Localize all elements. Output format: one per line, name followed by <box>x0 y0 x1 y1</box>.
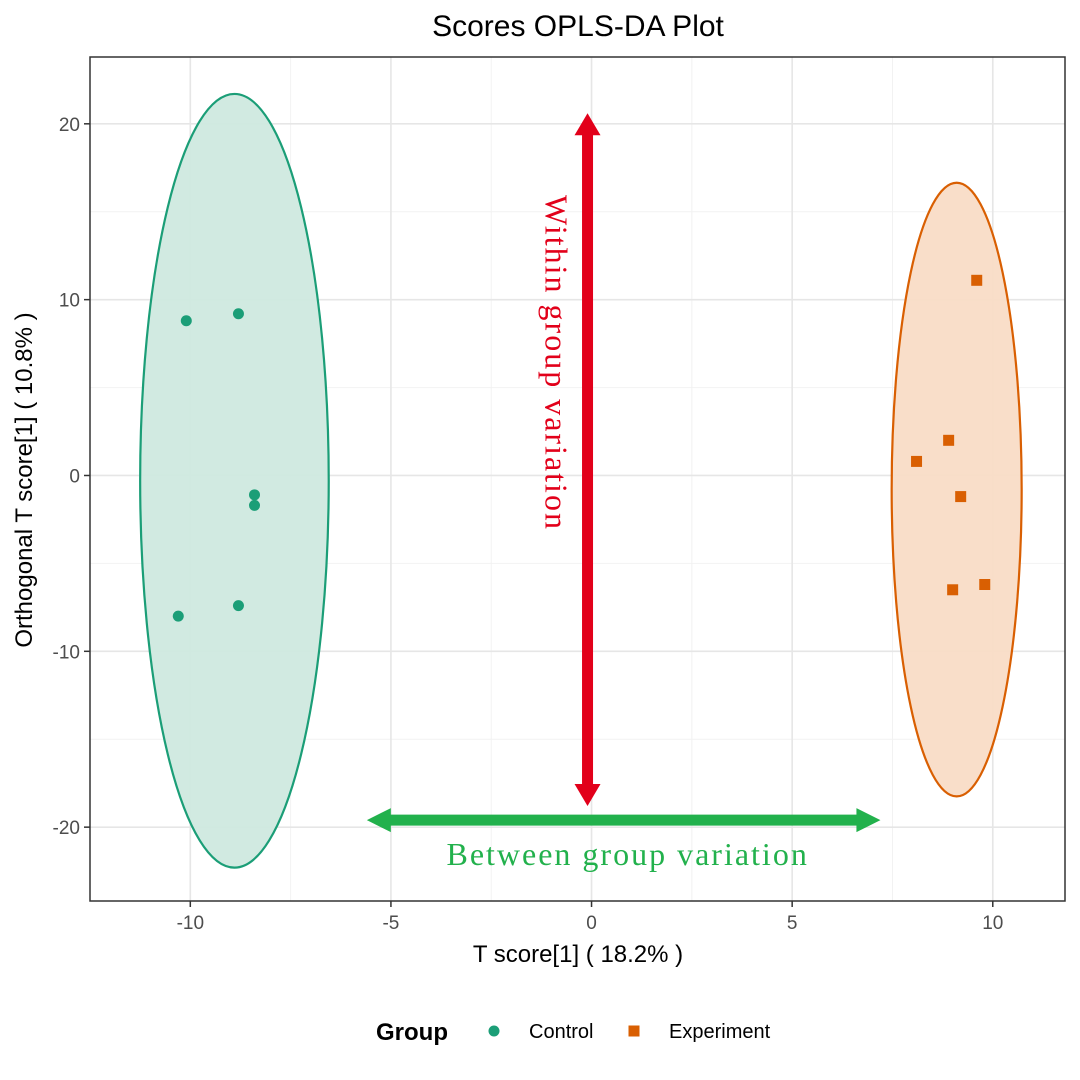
annotation-between: Between group variation <box>366 808 881 872</box>
data-point-control <box>249 489 261 501</box>
within-group-label: Within group variation <box>539 195 575 531</box>
within-arrow-head-top <box>574 113 601 136</box>
y-tick-label: -20 <box>53 818 80 839</box>
data-point-control <box>249 499 261 511</box>
confidence-ellipse-control <box>139 92 330 869</box>
data-point-control <box>232 600 244 612</box>
x-tick-label: -10 <box>177 913 204 934</box>
between-group-label: Between group variation <box>446 836 808 872</box>
y-axis-title: Orthogonal T score[1] ( 10.8% ) <box>11 312 38 647</box>
confidence-ellipse-experiment <box>890 181 1023 798</box>
confidence-ellipses <box>139 92 1023 869</box>
x-tick-label: 10 <box>982 913 1003 934</box>
x-tick-label: -5 <box>382 913 399 934</box>
between-arrow-shaft <box>389 814 858 826</box>
x-axis-title: T score[1] ( 18.2% ) <box>473 941 683 968</box>
data-point-experiment <box>943 434 955 446</box>
plot-panel-border <box>89 56 1066 902</box>
data-point-experiment <box>955 491 967 503</box>
y-tick-label: 0 <box>69 466 80 487</box>
x-tick-label: 0 <box>586 913 597 934</box>
y-tick-label: 20 <box>59 115 80 136</box>
axis-ticks: -10 -5 0 5 10 -20 -10 0 10 20 <box>53 115 1004 934</box>
data-point-experiment <box>911 455 923 467</box>
legend-label-experiment: Experiment <box>669 1021 771 1043</box>
x-tick-label: 5 <box>787 913 798 934</box>
legend-key-control <box>488 1025 500 1037</box>
legend: Group Control Experiment <box>376 1019 771 1046</box>
variation-annotations: Within group variation Between group vari… <box>366 113 881 872</box>
data-points <box>172 274 991 622</box>
data-point-experiment <box>971 274 983 286</box>
annotation-within: Within group variation <box>539 113 601 807</box>
y-tick-label: 10 <box>59 291 80 312</box>
data-point-experiment <box>979 579 991 590</box>
data-point-control <box>180 315 192 327</box>
legend-title: Group <box>376 1019 448 1046</box>
data-point-control <box>172 610 184 622</box>
data-point-experiment <box>947 584 959 596</box>
between-arrow-head-right <box>856 808 881 833</box>
within-arrow-shaft <box>582 134 594 786</box>
between-arrow-head-left <box>366 808 391 833</box>
y-tick-label: -10 <box>53 642 80 663</box>
data-point-control <box>232 308 244 320</box>
within-arrow-head-bottom <box>574 784 601 807</box>
legend-key-experiment <box>628 1025 640 1037</box>
chart-title: Scores OPLS-DA Plot <box>432 10 724 43</box>
legend-label-control: Control <box>529 1021 593 1043</box>
